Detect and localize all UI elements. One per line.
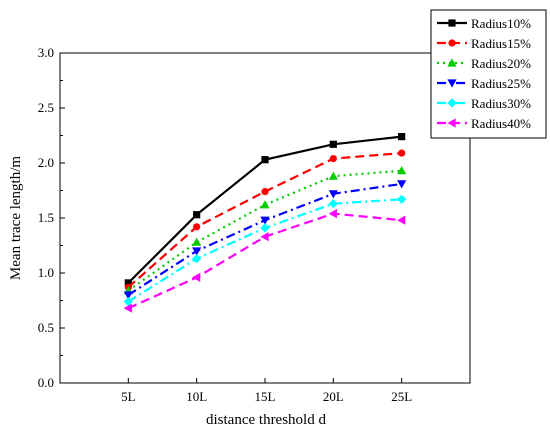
y-tick-label: 1.0 [38, 265, 54, 280]
legend-label: Radius25% [471, 76, 531, 91]
data-point [123, 291, 133, 300]
series-Radius10% [124, 133, 406, 287]
legend-box [430, 9, 547, 139]
legend-label: Radius15% [471, 36, 531, 51]
y-axis: 0.0 0.5 1.0 1.5 2.0 2.5 3.0 [38, 45, 65, 390]
series-line [127, 198, 402, 303]
legend-label: Radius10% [471, 16, 531, 31]
x-tick-label: 25L [391, 389, 412, 404]
data-point [398, 133, 406, 141]
data-point [261, 188, 269, 196]
x-axis: 5L 10L 15L 20L 25L [121, 378, 412, 404]
data-point [123, 303, 132, 313]
data-point [192, 247, 202, 256]
y-tick-label: 2.0 [38, 155, 54, 170]
data-point [260, 232, 269, 242]
data-point [329, 155, 337, 163]
legend-item: Radius30% [437, 96, 531, 111]
data-point [261, 156, 269, 164]
y-tick-label: 0.0 [38, 375, 54, 390]
x-tick-label: 5L [121, 389, 136, 404]
data-point [397, 180, 407, 189]
data-point [124, 279, 132, 287]
series-Radius25% [123, 180, 407, 300]
y-tick-label: 3.0 [38, 45, 54, 60]
data-point [328, 190, 338, 199]
series-line [127, 169, 402, 292]
legend: Radius10% Radius15% Radius20% Radius25% Radi… [430, 9, 547, 139]
legend-label: Radius20% [471, 56, 531, 71]
data-point [397, 166, 407, 175]
data-point [192, 237, 202, 246]
legend-item: Radius25% [437, 76, 531, 91]
legend-item: Radius20% [437, 56, 531, 71]
y-tick-label: 0.5 [38, 320, 54, 335]
x-tick-label: 10L [186, 389, 207, 404]
data-point [260, 200, 270, 209]
data-point [397, 215, 406, 225]
legend-item: Radius15% [437, 36, 531, 51]
legend-marker [447, 118, 456, 128]
series-Radius40% [123, 209, 406, 313]
y-axis-title: Mean trace length/m [8, 156, 24, 280]
legend-marker [447, 58, 457, 67]
legend-marker [447, 79, 457, 88]
data-point [193, 223, 201, 231]
x-tick-label: 20L [323, 389, 344, 404]
data-point [260, 216, 270, 225]
legend-label: Radius40% [471, 116, 531, 131]
data-point [192, 272, 201, 282]
legend-marker [448, 19, 456, 27]
data-point [123, 297, 133, 307]
data-point [328, 209, 337, 219]
legend-marker [447, 98, 457, 108]
data-point [328, 171, 338, 180]
legend-item: Radius40% [437, 116, 531, 131]
data-point [329, 140, 337, 148]
data-point [398, 149, 406, 157]
data-point [328, 199, 338, 209]
legend-marker [448, 39, 456, 47]
data-point [192, 254, 202, 264]
y-tick-label: 1.5 [38, 210, 54, 225]
data-point [397, 194, 407, 204]
data-point [260, 223, 270, 233]
x-tick-label: 15L [255, 389, 276, 404]
x-axis-title: distance threshold d [206, 412, 326, 428]
y-tick-label: 2.5 [38, 100, 54, 115]
legend-label: Radius30% [471, 96, 531, 111]
data-point [193, 211, 201, 219]
series-layer [123, 133, 407, 313]
legend-item: Radius10% [437, 16, 531, 31]
series-Radius30% [123, 194, 407, 307]
